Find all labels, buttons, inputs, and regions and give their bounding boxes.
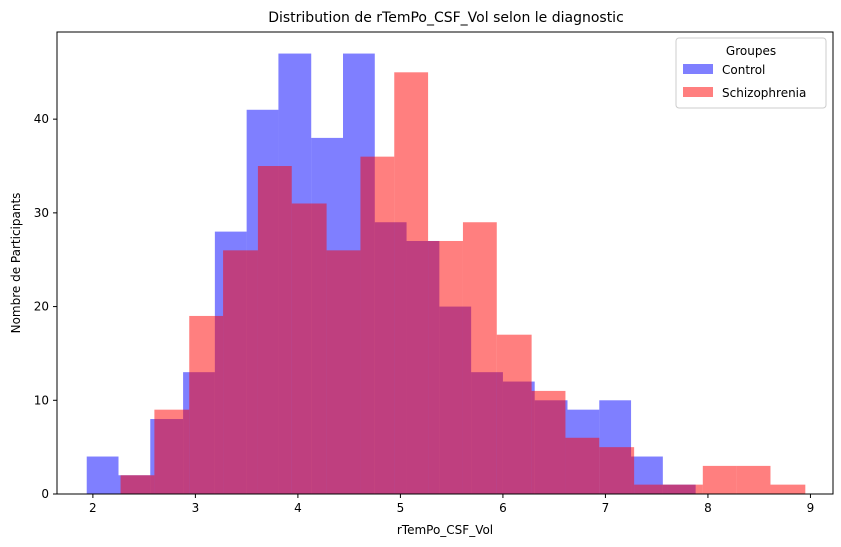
y-tick-label-0: 0 (41, 487, 49, 501)
x-tick-label-5: 5 (397, 501, 405, 515)
bar-schizophrenia-10 (462, 222, 497, 495)
bar-schizophrenia-6 (326, 250, 361, 494)
legend-title: Groupes (726, 44, 776, 58)
bar-schizophrenia-11 (496, 334, 532, 494)
bar-schizophrenia-3 (223, 250, 258, 494)
bar-schizophrenia-8 (394, 72, 429, 495)
x-tick-label-8: 8 (704, 501, 712, 515)
x-tick-label-7: 7 (602, 501, 610, 515)
x-axis-label: rTemPo_CSF_Vol (397, 523, 493, 537)
bar-schizophrenia-7 (360, 156, 395, 494)
y-tick-label-40: 40 (34, 112, 49, 126)
legend-frame (675, 37, 827, 109)
legend-label-schizophrenia: Schizophrenia (722, 86, 806, 100)
x-tick-label-9: 9 (807, 501, 815, 515)
bar-schizophrenia-0 (120, 475, 155, 494)
legend-label-control: Control (722, 63, 765, 77)
bar-schizophrenia-14 (599, 447, 635, 494)
bar-schizophrenia-15 (634, 484, 668, 494)
bar-schizophrenia-5 (291, 203, 327, 495)
bar-schizophrenia-4 (257, 166, 292, 494)
bar-schizophrenia-1 (154, 409, 190, 494)
bar-schizophrenia-12 (531, 390, 566, 494)
bar-control-0 (86, 456, 119, 494)
bar-schizophrenia-16 (667, 484, 703, 494)
legend-swatch-control (683, 64, 713, 74)
bar-schizophrenia-13 (565, 437, 600, 494)
bar-schizophrenia-18 (736, 465, 771, 494)
y-tick-label-30: 30 (34, 206, 49, 220)
plot-frame (56, 31, 834, 495)
bar-schizophrenia-19 (770, 484, 806, 494)
y-tick-label-10: 10 (34, 393, 49, 407)
legend-swatch-schizophrenia (683, 87, 713, 97)
bar-schizophrenia-9 (428, 240, 463, 494)
x-tick-label-6: 6 (499, 501, 507, 515)
x-tick-label-3: 3 (192, 501, 200, 515)
legend: Groupes Control Schizophrenia (675, 37, 827, 109)
y-tick-label-20: 20 (34, 300, 49, 314)
x-axis: 2 3 4 5 6 7 8 9 (89, 494, 814, 515)
bar-schizophrenia-2 (189, 315, 224, 494)
bar-schizophrenia-17 (702, 465, 737, 494)
chart-title: Distribution de rTemPo_CSF_Vol selon le … (268, 10, 624, 26)
x-tick-label-4: 4 (294, 501, 302, 515)
x-tick-label-2: 2 (89, 501, 97, 515)
bars-layer (86, 53, 806, 495)
y-axis-label: Nombre de Participants (9, 193, 23, 334)
y-axis: 0 10 20 30 40 (34, 112, 57, 501)
